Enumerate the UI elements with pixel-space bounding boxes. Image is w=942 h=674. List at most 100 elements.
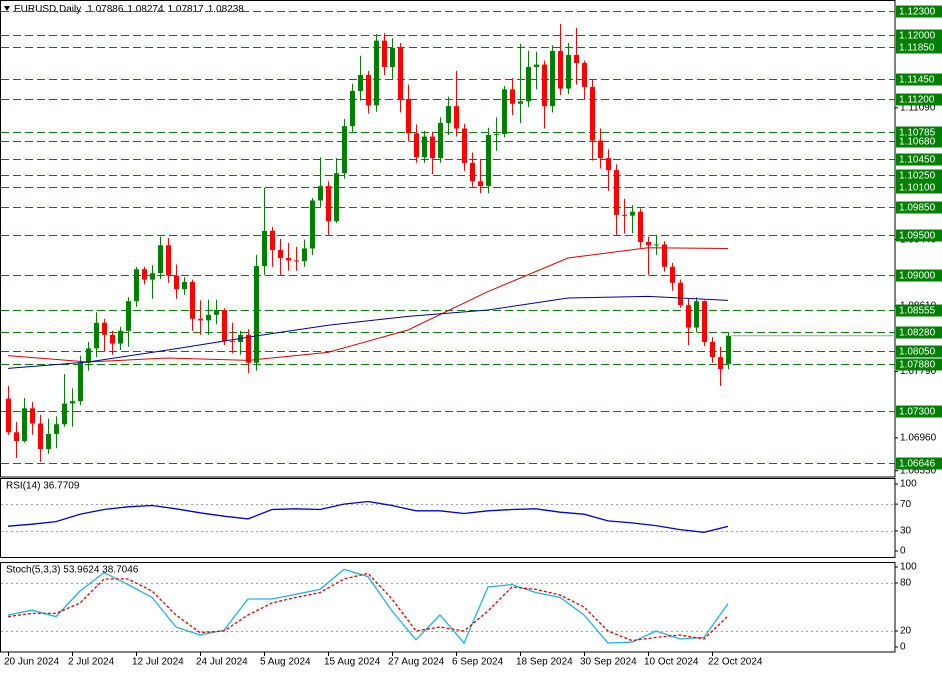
x-tick-label: 20 Jun 2024: [4, 657, 59, 668]
candle-body: [654, 244, 659, 246]
y-tick-label: 0: [900, 642, 906, 653]
candle-body: [550, 51, 555, 107]
candle-body: [254, 266, 259, 363]
candle-body: [590, 86, 595, 141]
candle-body: [6, 398, 11, 433]
level-label: 1.08280: [899, 328, 936, 339]
header-low: 1.07817: [168, 4, 205, 15]
level-label: 1.12300: [899, 7, 936, 18]
candle-body: [262, 230, 267, 267]
candle-body: [230, 341, 235, 343]
candle-body: [662, 244, 667, 267]
level-label: 1.10450: [899, 155, 936, 166]
level-label: 1.09000: [899, 271, 936, 282]
candle-body: [694, 301, 699, 328]
candle-body: [558, 51, 563, 89]
y-tick-label: 70: [900, 499, 912, 510]
candle-body: [142, 269, 147, 280]
candle-body: [174, 275, 179, 290]
candle-body: [190, 282, 195, 319]
candle-body: [678, 282, 683, 306]
candle-body: [686, 305, 691, 328]
level-label-box: [896, 326, 942, 339]
candle-body: [710, 341, 715, 358]
candle-body: [646, 242, 651, 246]
candle-body: [614, 170, 619, 215]
y-tick-label: 20: [900, 626, 912, 637]
level-label-box: [896, 73, 942, 86]
level-label-box: [896, 304, 942, 317]
candle-body: [246, 334, 251, 363]
candle-body: [182, 282, 187, 290]
level-label: 1.10100: [899, 183, 936, 194]
candle-body: [334, 173, 339, 222]
header-close: 1.08238: [208, 4, 245, 15]
x-tick-label: 2 Jul 2024: [68, 657, 115, 668]
candle-body: [478, 181, 483, 187]
main-pane-frame: [0, 0, 896, 478]
candle-body: [518, 101, 523, 104]
y-tick-label: 80: [900, 578, 912, 589]
x-tick-label: 24 Jul 2024: [196, 657, 248, 668]
candle-body: [486, 134, 491, 187]
level-label: 1.07300: [899, 407, 936, 418]
level-label: 1.12000: [899, 31, 936, 42]
candle-body: [406, 98, 411, 134]
candle-body: [446, 106, 451, 123]
candle-body: [62, 403, 67, 425]
candle-body: [574, 54, 579, 63]
candle-body: [78, 362, 83, 402]
menu-arrow[interactable]: [4, 6, 10, 11]
level-label-box: [896, 345, 942, 358]
candle-body: [366, 74, 371, 106]
candle-body: [342, 126, 347, 174]
y-tick-label: 0: [900, 546, 906, 557]
level-label: 1.11450: [899, 75, 935, 86]
candle-body: [726, 335, 731, 364]
candle-body: [30, 408, 35, 424]
candle-body: [270, 230, 275, 251]
level-label-box: [896, 169, 942, 182]
candle-body: [638, 211, 643, 243]
x-tick-label: 15 Aug 2024: [324, 657, 381, 668]
level-label-box: [896, 135, 942, 148]
indicator-line: [7, 500, 729, 533]
candle-body: [606, 158, 611, 171]
level-label-box: [896, 229, 942, 242]
candle-body: [430, 136, 435, 159]
x-tick-label: 10 Oct 2024: [644, 657, 699, 668]
candle-body: [158, 245, 163, 274]
candle-body: [566, 54, 571, 89]
level-label: 1.09500: [899, 231, 936, 242]
candle-body: [46, 433, 51, 450]
candle-body: [470, 162, 475, 182]
candle-body: [422, 136, 427, 158]
candle-body: [534, 64, 539, 67]
candle-body: [510, 89, 515, 104]
candle-body: [382, 40, 387, 67]
header-high: 1.08274: [127, 4, 164, 15]
y-tick-label: 1.11090: [900, 102, 936, 113]
candle-body: [222, 310, 227, 342]
candle-body: [14, 432, 19, 442]
candle-body: [214, 310, 219, 315]
candle-body: [374, 40, 379, 106]
x-tick-label: 27 Aug 2024: [388, 657, 445, 668]
candle-body: [102, 322, 107, 335]
candle-body: [134, 269, 139, 302]
candle-body: [350, 90, 355, 127]
level-label: 1.07880: [899, 360, 936, 371]
candle-body: [150, 273, 155, 280]
y-tick-label: 100: [900, 479, 917, 490]
level-label: 1.08050: [899, 347, 936, 358]
level-label-box: [896, 29, 942, 42]
candle-body: [110, 334, 115, 344]
candle-body: [22, 408, 27, 442]
candle-body: [166, 245, 171, 276]
candle-body: [454, 106, 459, 129]
candle-body: [70, 401, 75, 404]
x-tick-label: 30 Sep 2024: [580, 657, 637, 668]
candle-body: [718, 357, 723, 370]
candle-body: [670, 266, 675, 283]
